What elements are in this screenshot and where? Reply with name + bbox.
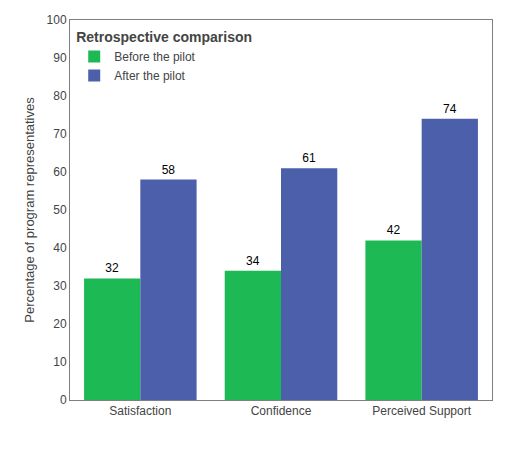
svg-text:Confidence: Confidence <box>251 404 312 418</box>
svg-text:58: 58 <box>162 163 176 177</box>
svg-text:Percentage of program represen: Percentage of program representatives <box>22 97 37 323</box>
svg-text:50: 50 <box>53 203 67 217</box>
svg-text:100: 100 <box>47 13 67 27</box>
svg-text:Perceived Support: Perceived Support <box>372 404 471 418</box>
svg-text:32: 32 <box>105 261 119 275</box>
svg-text:74: 74 <box>443 102 457 116</box>
svg-text:30: 30 <box>53 279 67 293</box>
svg-text:70: 70 <box>53 127 67 141</box>
svg-text:42: 42 <box>387 223 401 237</box>
svg-text:20: 20 <box>53 317 67 331</box>
svg-text:0: 0 <box>60 393 67 407</box>
svg-text:80: 80 <box>53 89 67 103</box>
svg-text:After the pilot: After the pilot <box>114 69 185 83</box>
svg-text:Satisfaction: Satisfaction <box>109 404 171 418</box>
svg-text:10: 10 <box>53 355 67 369</box>
svg-text:Before the pilot: Before the pilot <box>114 50 195 64</box>
svg-text:34: 34 <box>246 254 260 268</box>
svg-text:40: 40 <box>53 241 67 255</box>
svg-text:61: 61 <box>302 151 316 165</box>
svg-text:60: 60 <box>53 165 67 179</box>
svg-text:Retrospective comparison: Retrospective comparison <box>76 29 252 45</box>
svg-text:90: 90 <box>53 51 67 65</box>
